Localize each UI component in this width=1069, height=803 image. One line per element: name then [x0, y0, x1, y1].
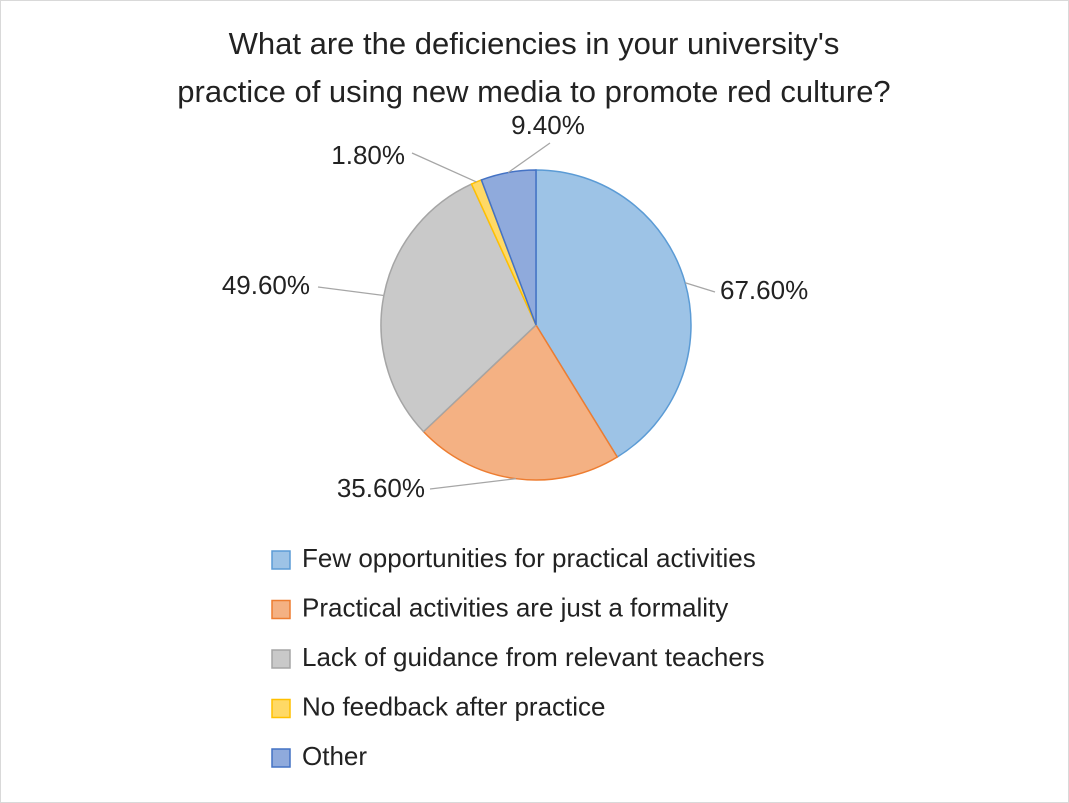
- legend-label: Other: [302, 741, 367, 771]
- data-label: 49.60%: [222, 270, 310, 300]
- data-label: 35.60%: [337, 473, 425, 503]
- pie-slice: [535, 169, 692, 459]
- leader-line: [317, 286, 384, 297]
- data-label: 1.80%: [331, 140, 405, 170]
- legend-swatch: [271, 550, 291, 570]
- data-label: 9.40%: [511, 110, 585, 140]
- pie-slice: [380, 183, 537, 433]
- legend-label: No feedback after practice: [302, 691, 606, 721]
- leader-line: [684, 282, 716, 293]
- legend-label: Practical activities are just a formalit…: [302, 592, 728, 622]
- legend-label: Few opportunities for practical activiti…: [302, 543, 756, 573]
- legend-swatch: [271, 599, 291, 620]
- leader-line: [429, 478, 516, 490]
- leader-line: [411, 152, 477, 183]
- legend-swatch: [271, 649, 291, 669]
- legend-swatch: [271, 748, 291, 768]
- leader-line: [507, 142, 551, 174]
- data-label: 67.60%: [720, 275, 808, 305]
- legend-label: Lack of guidance from relevant teachers: [302, 642, 764, 672]
- chart-title: practice of using new media to promote r…: [177, 74, 890, 109]
- chart-title: What are the deficiencies in your univer…: [229, 26, 840, 61]
- legend-swatch: [271, 698, 291, 719]
- pie-slice: [422, 323, 619, 481]
